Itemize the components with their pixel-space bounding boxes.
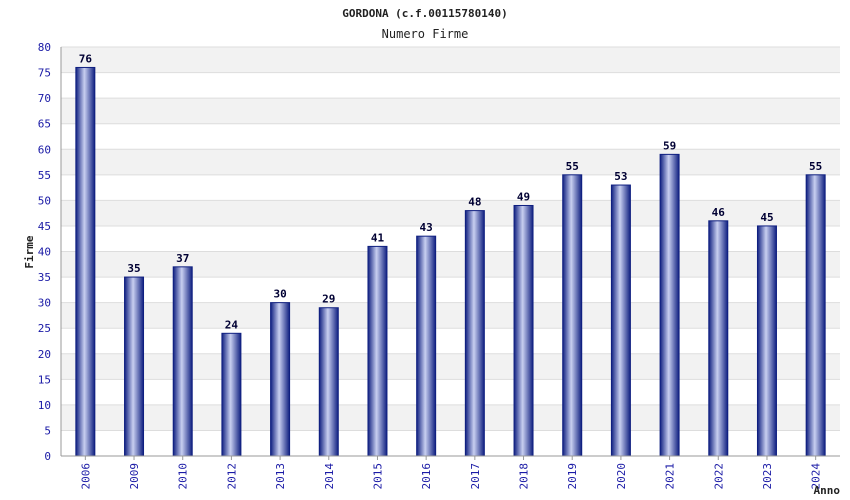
bar-value-label: 29 [322, 293, 335, 306]
y-tick-label: 10 [38, 399, 51, 412]
bar [562, 174, 583, 457]
y-tick-label: 35 [38, 271, 51, 284]
y-tick-label: 70 [38, 92, 51, 105]
x-tick-label: 2021 [664, 463, 677, 490]
bar [367, 245, 388, 457]
bar [270, 302, 291, 457]
bar-value-label: 55 [809, 160, 822, 173]
bar [172, 266, 193, 457]
bar-value-label: 43 [420, 221, 433, 234]
bar [708, 220, 729, 457]
y-axis-label: Firme [23, 235, 36, 268]
grid-band [61, 98, 840, 124]
bar-value-label: 55 [566, 160, 579, 173]
bar-value-label: 53 [614, 170, 627, 183]
y-tick-label: 55 [38, 169, 51, 182]
bar [659, 153, 680, 457]
bars [75, 66, 826, 457]
x-tick-label: 2009 [128, 463, 141, 490]
grid-band [61, 149, 840, 175]
bar [513, 204, 534, 457]
bar-value-label: 48 [468, 196, 481, 209]
y-tick-label: 0 [44, 450, 51, 463]
bar [124, 276, 145, 457]
y-axis-ticks: 0 5 10 15 20 25 30 35 40 45 50 55 60 65 70 75 80 [38, 41, 51, 463]
x-axis-ticks: 2006 2009 2010 2012 2013 2014 2015 2016 2017 2018… [79, 456, 823, 490]
bar-value-label: 37 [176, 252, 189, 265]
x-tick-label: 2019 [566, 463, 579, 490]
y-tick-label: 45 [38, 220, 51, 233]
x-tick-label: 2017 [469, 463, 482, 490]
chart-title: GORDONA (c.f.00115780140) [342, 7, 508, 20]
x-tick-label: 2015 [371, 463, 384, 490]
grid-band [61, 47, 840, 73]
y-tick-label: 80 [38, 41, 51, 54]
bar [610, 184, 631, 457]
bar [75, 66, 96, 457]
bar [464, 210, 485, 457]
bar-labels: 76 35 37 24 30 29 41 43 48 49 55 53 59 46 45 55 [79, 52, 823, 331]
bar-value-label: 46 [712, 206, 726, 219]
bar-value-label: 41 [371, 231, 385, 244]
bar-value-label: 76 [79, 52, 93, 65]
bar-value-label: 49 [517, 190, 530, 203]
bar-value-label: 45 [760, 211, 773, 224]
chart-subtitle: Numero Firme [382, 27, 469, 41]
x-tick-label: 2024 [810, 463, 823, 490]
y-tick-label: 50 [38, 194, 51, 207]
bar [756, 225, 777, 457]
bar-value-label: 35 [127, 262, 140, 275]
bar-value-label: 30 [273, 288, 286, 301]
x-axis-label: Anno [814, 484, 841, 497]
x-tick-label: 2020 [615, 463, 628, 490]
y-tick-label: 65 [38, 118, 51, 131]
y-tick-label: 5 [44, 424, 51, 437]
bar [318, 307, 339, 457]
x-tick-label: 2023 [761, 463, 774, 490]
y-tick-label: 25 [38, 322, 51, 335]
y-tick-label: 20 [38, 348, 51, 361]
x-tick-label: 2016 [420, 463, 433, 490]
bar-value-label: 24 [225, 318, 239, 331]
bar-value-label: 59 [663, 139, 676, 152]
y-tick-label: 60 [38, 143, 51, 156]
y-tick-label: 15 [38, 373, 51, 386]
bar [805, 174, 826, 457]
x-tick-label: 2018 [518, 463, 531, 490]
x-tick-label: 2022 [712, 463, 725, 490]
x-tick-label: 2010 [177, 463, 190, 490]
x-tick-label: 2014 [323, 463, 336, 490]
bar [221, 332, 242, 457]
x-tick-label: 2012 [225, 463, 238, 490]
y-tick-label: 75 [38, 67, 51, 80]
y-tick-label: 30 [38, 297, 51, 310]
bar [416, 235, 437, 457]
y-tick-label: 40 [38, 246, 51, 259]
x-tick-label: 2006 [79, 463, 92, 490]
x-tick-label: 2013 [274, 463, 287, 490]
